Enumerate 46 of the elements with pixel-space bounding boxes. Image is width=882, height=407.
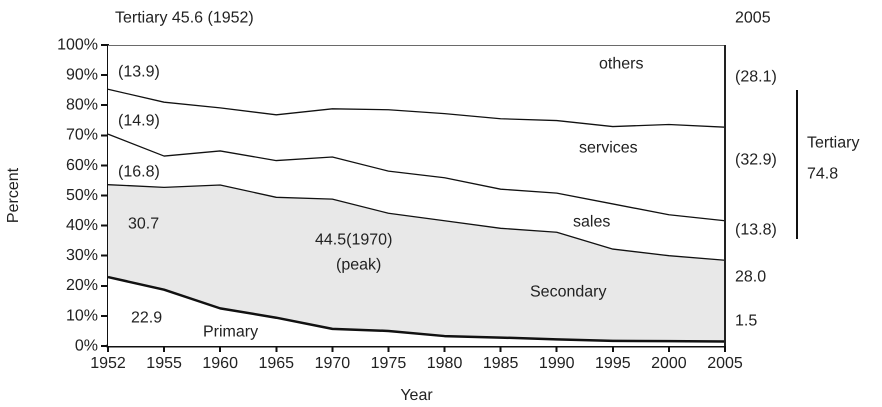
- y-axis-title: Percent: [5, 167, 22, 224]
- x-tick-label: 1952: [90, 355, 126, 372]
- x-tick-label: 1965: [258, 355, 294, 372]
- text: (32.9): [735, 151, 777, 168]
- x-tick-label: 1975: [370, 355, 406, 372]
- text: (13.8): [735, 221, 777, 238]
- text: 28.0: [735, 268, 766, 286]
- y-tick-label: 80%: [66, 96, 98, 114]
- x-tick-label: 1990: [538, 355, 575, 372]
- y-tick-label: 100%: [57, 36, 98, 54]
- y-tick-label: 30%: [66, 247, 98, 264]
- y-tick-label: 50%: [66, 186, 98, 204]
- annotation: (peak): [336, 256, 382, 274]
- series-label: Primary: [203, 323, 258, 340]
- y-tick-label: 90%: [66, 66, 98, 84]
- y-tick-label: 20%: [66, 277, 98, 294]
- text: Tertiary: [807, 134, 860, 152]
- series-label: others: [599, 55, 644, 72]
- y-tick-label: 10%: [66, 307, 98, 324]
- y-tick-label: 60%: [66, 156, 98, 174]
- annotation: (13.9): [118, 63, 160, 80]
- annotation: 30.7: [128, 215, 160, 232]
- text: 74.8: [807, 165, 838, 182]
- text: (28.1): [735, 68, 777, 86]
- x-tick-label: 1955: [146, 355, 182, 372]
- x-tick-label: 1960: [202, 355, 238, 372]
- x-tick-label: 1995: [595, 355, 631, 372]
- x-tick-label: 1980: [426, 355, 462, 372]
- y-tick-label: 0%: [74, 337, 98, 354]
- annotation: (16.8): [118, 163, 160, 180]
- x-tick-label: 1985: [482, 355, 519, 372]
- series-label: sales: [573, 213, 610, 230]
- y-tick-label: 40%: [66, 217, 98, 234]
- series-label: Secondary: [530, 283, 606, 300]
- text: Tertiary 45.6 (1952): [115, 9, 254, 26]
- x-tick-label: 2005: [707, 355, 743, 372]
- text: 2005: [735, 9, 771, 26]
- annotation: 44.5(1970): [315, 231, 392, 248]
- x-axis-title: Year: [400, 386, 434, 404]
- text: 1.5: [735, 312, 758, 330]
- x-tick-label: 1970: [314, 355, 350, 372]
- annotation: 22.9: [131, 309, 162, 326]
- x-tick-label: 2000: [651, 355, 687, 372]
- annotation: (14.9): [118, 112, 160, 130]
- y-tick-label: 70%: [66, 126, 98, 144]
- series-label: services: [579, 139, 638, 156]
